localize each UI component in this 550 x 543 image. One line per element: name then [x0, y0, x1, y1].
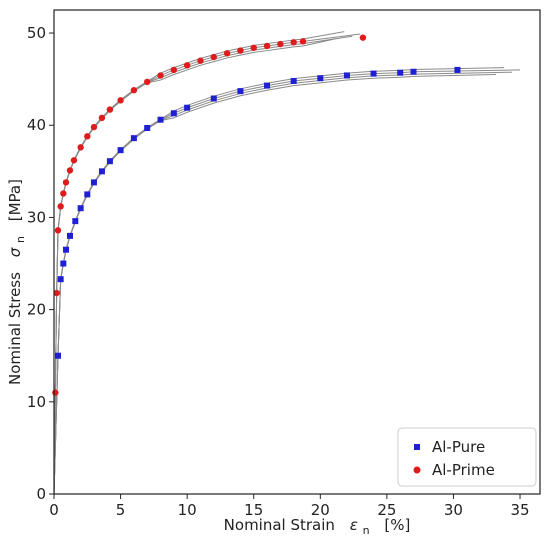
- data-point-al-prime: [277, 40, 284, 48]
- y-axis-label-symbol: σ: [6, 247, 24, 257]
- y-tick-label: 50: [27, 24, 46, 42]
- data-point-al-pure: [60, 260, 67, 267]
- data-point-al-pure: [317, 75, 324, 82]
- legend-marker-al-pure: [414, 444, 420, 450]
- data-point-al-prime: [52, 389, 59, 396]
- data-point-al-pure: [410, 68, 417, 75]
- data-point-al-pure: [454, 66, 461, 73]
- axes: [53, 9, 541, 495]
- x-axis-label-sub: n: [363, 524, 370, 537]
- y-tick-label: 30: [27, 208, 46, 226]
- data-point-al-pure: [117, 147, 124, 154]
- data-point-al-prime: [144, 78, 151, 86]
- gray-fit-curves: [53, 31, 521, 495]
- legend-label-al-prime: Al-Prime: [432, 461, 495, 479]
- legend: Al-Pure Al-Prime: [397, 427, 537, 487]
- x-tick-label: 30: [444, 501, 463, 519]
- data-point-al-pure: [90, 179, 97, 186]
- data-point-al-pure: [84, 191, 91, 198]
- data-point-al-pure: [157, 116, 164, 123]
- data-point-al-prime: [53, 289, 60, 297]
- x-tick-label: 35: [510, 501, 529, 519]
- data-point-al-pure: [98, 168, 105, 175]
- data-point-al-prime: [210, 53, 217, 61]
- data-point-al-prime: [60, 190, 67, 197]
- fit-curve-al-pure: [53, 74, 497, 495]
- data-point-al-prime: [250, 44, 257, 51]
- data-point-al-prime: [237, 47, 244, 54]
- data-point-al-prime: [84, 133, 91, 140]
- legend-box: [397, 427, 537, 487]
- data-point-al-pure: [54, 352, 61, 359]
- ticks: 0 5 10 15 20 25 30 35 0 10 20 30 40 50: [27, 24, 530, 519]
- data-point-al-prime: [130, 87, 138, 94]
- data-point-al-pure: [66, 232, 73, 239]
- x-tick-label: 10: [178, 501, 197, 519]
- y-axis-label: Nominal Stress σ n [MPa]: [6, 179, 28, 385]
- x-tick-label: 0: [49, 501, 59, 519]
- y-tick-label: 40: [27, 116, 46, 134]
- data-point-al-pure: [264, 82, 271, 89]
- data-point-al-prime: [290, 39, 297, 46]
- data-point-al-pure: [370, 70, 377, 77]
- data-point-al-pure: [106, 158, 113, 165]
- data-point-al-prime: [183, 62, 191, 69]
- data-point-al-pure: [144, 125, 151, 132]
- data-point-al-prime: [106, 106, 114, 113]
- data-point-al-prime: [90, 123, 98, 131]
- data-point-al-pure: [343, 72, 350, 79]
- data-point-al-prime: [117, 97, 124, 104]
- data-point-al-prime: [170, 66, 178, 74]
- data-point-al-prime: [57, 203, 64, 210]
- data-point-al-prime: [66, 167, 74, 174]
- y-tick-label: 0: [36, 485, 46, 503]
- plot-frame: [53, 9, 541, 495]
- data-point-al-prime: [299, 38, 307, 45]
- data-point-al-prime: [197, 57, 204, 64]
- data-points: [52, 34, 461, 396]
- y-axis-label-text: Nominal Stress: [6, 272, 24, 385]
- data-point-al-pure: [237, 88, 244, 95]
- legend-label-al-pure: Al-Pure: [432, 438, 485, 456]
- data-point-al-pure: [57, 276, 64, 283]
- x-tick-label: 15: [244, 501, 263, 519]
- data-point-al-prime: [70, 157, 78, 164]
- data-point-al-pure: [210, 95, 217, 102]
- data-point-al-prime: [263, 42, 271, 50]
- x-axis-label-text: Nominal Strain: [224, 516, 335, 534]
- data-point-al-prime: [359, 34, 367, 41]
- y-axis-label-sub: n: [14, 236, 27, 243]
- data-point-al-prime: [223, 50, 231, 57]
- data-point-al-pure: [397, 69, 404, 76]
- x-axis-label-symbol: ε: [350, 516, 358, 534]
- y-tick-label: 10: [27, 393, 46, 411]
- x-tick-label: 5: [116, 501, 126, 519]
- y-axis-label-unit: [MPa]: [6, 179, 24, 221]
- data-point-al-pure: [130, 135, 137, 142]
- data-point-al-pure: [62, 246, 69, 253]
- data-point-al-prime: [98, 114, 106, 122]
- x-axis-label-unit: [%]: [384, 516, 410, 534]
- data-point-al-prime: [62, 179, 70, 186]
- data-point-al-prime: [77, 144, 84, 151]
- data-point-al-pure: [72, 218, 79, 225]
- x-axis-label: Nominal Strain ε n [%]: [224, 516, 411, 538]
- data-point-al-prime: [54, 227, 62, 234]
- x-tick-label: 25: [377, 501, 396, 519]
- y-tick-label: 20: [27, 301, 46, 319]
- data-point-al-pure: [77, 205, 84, 212]
- data-point-al-pure: [170, 110, 177, 117]
- legend-marker-al-prime: [413, 466, 421, 474]
- data-point-al-pure: [184, 104, 191, 111]
- data-point-al-pure: [290, 77, 297, 84]
- x-tick-label: 20: [311, 501, 330, 519]
- data-point-al-prime: [157, 72, 164, 79]
